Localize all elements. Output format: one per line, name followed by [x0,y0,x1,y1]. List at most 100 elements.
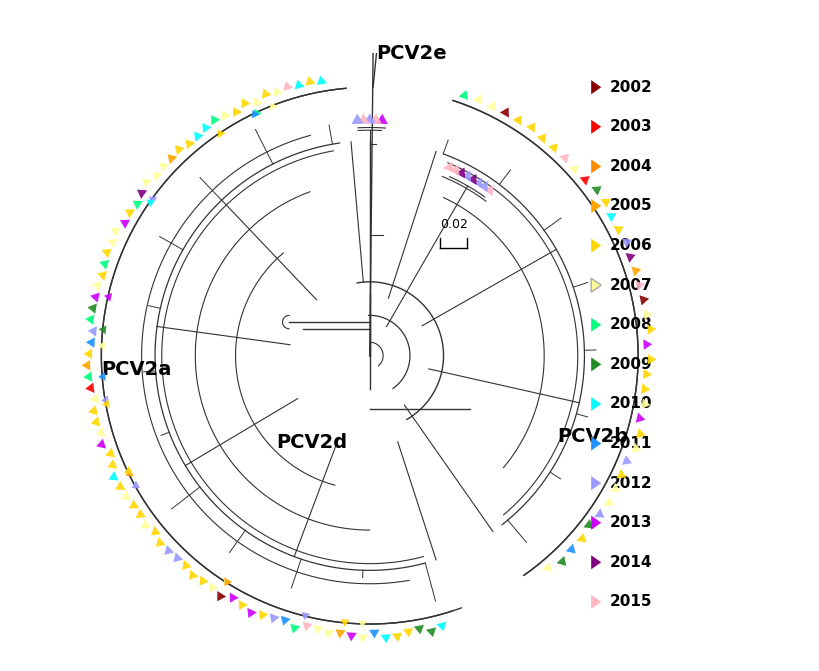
Polygon shape [238,600,247,610]
Text: 2004: 2004 [609,159,652,174]
Polygon shape [88,405,97,415]
Polygon shape [605,213,616,222]
Polygon shape [88,326,97,337]
Polygon shape [477,181,487,192]
Polygon shape [290,624,300,633]
Polygon shape [616,469,626,478]
Polygon shape [151,526,161,535]
Polygon shape [380,634,391,643]
Polygon shape [590,187,601,196]
Polygon shape [218,130,225,138]
Polygon shape [107,459,117,468]
Polygon shape [88,303,97,314]
Polygon shape [590,555,600,569]
Polygon shape [121,491,131,500]
Polygon shape [84,348,92,359]
Polygon shape [217,591,226,601]
Polygon shape [568,165,578,175]
Polygon shape [152,172,162,182]
Polygon shape [425,627,436,637]
Polygon shape [643,340,651,350]
Polygon shape [98,372,106,381]
Polygon shape [364,113,375,123]
Polygon shape [156,537,165,547]
Polygon shape [642,369,651,379]
Polygon shape [590,119,600,134]
Polygon shape [590,476,600,490]
Polygon shape [565,544,575,554]
Polygon shape [90,293,100,303]
Polygon shape [547,144,557,153]
Text: 2011: 2011 [609,436,652,451]
Polygon shape [590,515,600,530]
Polygon shape [635,281,645,291]
Polygon shape [647,354,656,364]
Polygon shape [559,154,568,164]
Polygon shape [646,324,655,335]
Polygon shape [141,519,151,529]
Polygon shape [273,87,283,97]
Polygon shape [357,634,368,643]
Polygon shape [131,480,140,488]
Text: 2010: 2010 [609,397,652,411]
Polygon shape [609,482,620,492]
Polygon shape [107,239,117,248]
Text: PCV2e: PCV2e [376,44,446,63]
Polygon shape [124,466,133,474]
Text: 2005: 2005 [609,199,652,213]
Polygon shape [466,174,476,185]
Text: 2003: 2003 [609,119,652,134]
Polygon shape [536,134,545,144]
Text: 2008: 2008 [609,317,652,332]
Polygon shape [92,281,102,291]
Polygon shape [590,436,600,451]
Polygon shape [460,170,470,182]
Polygon shape [631,266,640,276]
Polygon shape [102,399,110,408]
Polygon shape [590,318,600,331]
Polygon shape [473,95,482,105]
Polygon shape [442,162,453,172]
Polygon shape [89,393,99,404]
Polygon shape [635,413,645,423]
Polygon shape [556,556,566,566]
Polygon shape [136,509,146,518]
Polygon shape [222,111,231,121]
Polygon shape [500,107,509,117]
Polygon shape [600,199,610,208]
Text: PCV2b: PCV2b [557,427,628,446]
Polygon shape [202,123,211,134]
Polygon shape [97,342,105,350]
Polygon shape [472,178,482,189]
Polygon shape [269,102,278,110]
Polygon shape [259,610,268,620]
Polygon shape [233,107,242,117]
Polygon shape [185,140,195,150]
Polygon shape [324,629,334,639]
Polygon shape [148,197,157,205]
Text: 2006: 2006 [609,238,652,253]
Polygon shape [115,480,125,490]
Polygon shape [81,360,90,370]
Polygon shape [194,132,203,142]
Polygon shape [639,295,649,305]
Text: 2015: 2015 [609,595,652,609]
Polygon shape [120,219,130,229]
Text: 2009: 2009 [609,357,652,372]
Polygon shape [576,533,586,543]
Polygon shape [294,80,305,89]
Polygon shape [590,160,600,173]
Polygon shape [313,625,324,635]
Polygon shape [402,628,413,637]
Polygon shape [261,89,271,99]
Polygon shape [247,608,256,618]
Polygon shape [133,201,143,210]
Polygon shape [582,519,593,529]
Polygon shape [283,81,293,91]
Polygon shape [351,113,363,124]
Polygon shape [210,115,220,125]
Polygon shape [590,397,600,411]
Polygon shape [104,293,112,302]
Polygon shape [642,310,652,320]
Text: 2014: 2014 [609,555,652,570]
